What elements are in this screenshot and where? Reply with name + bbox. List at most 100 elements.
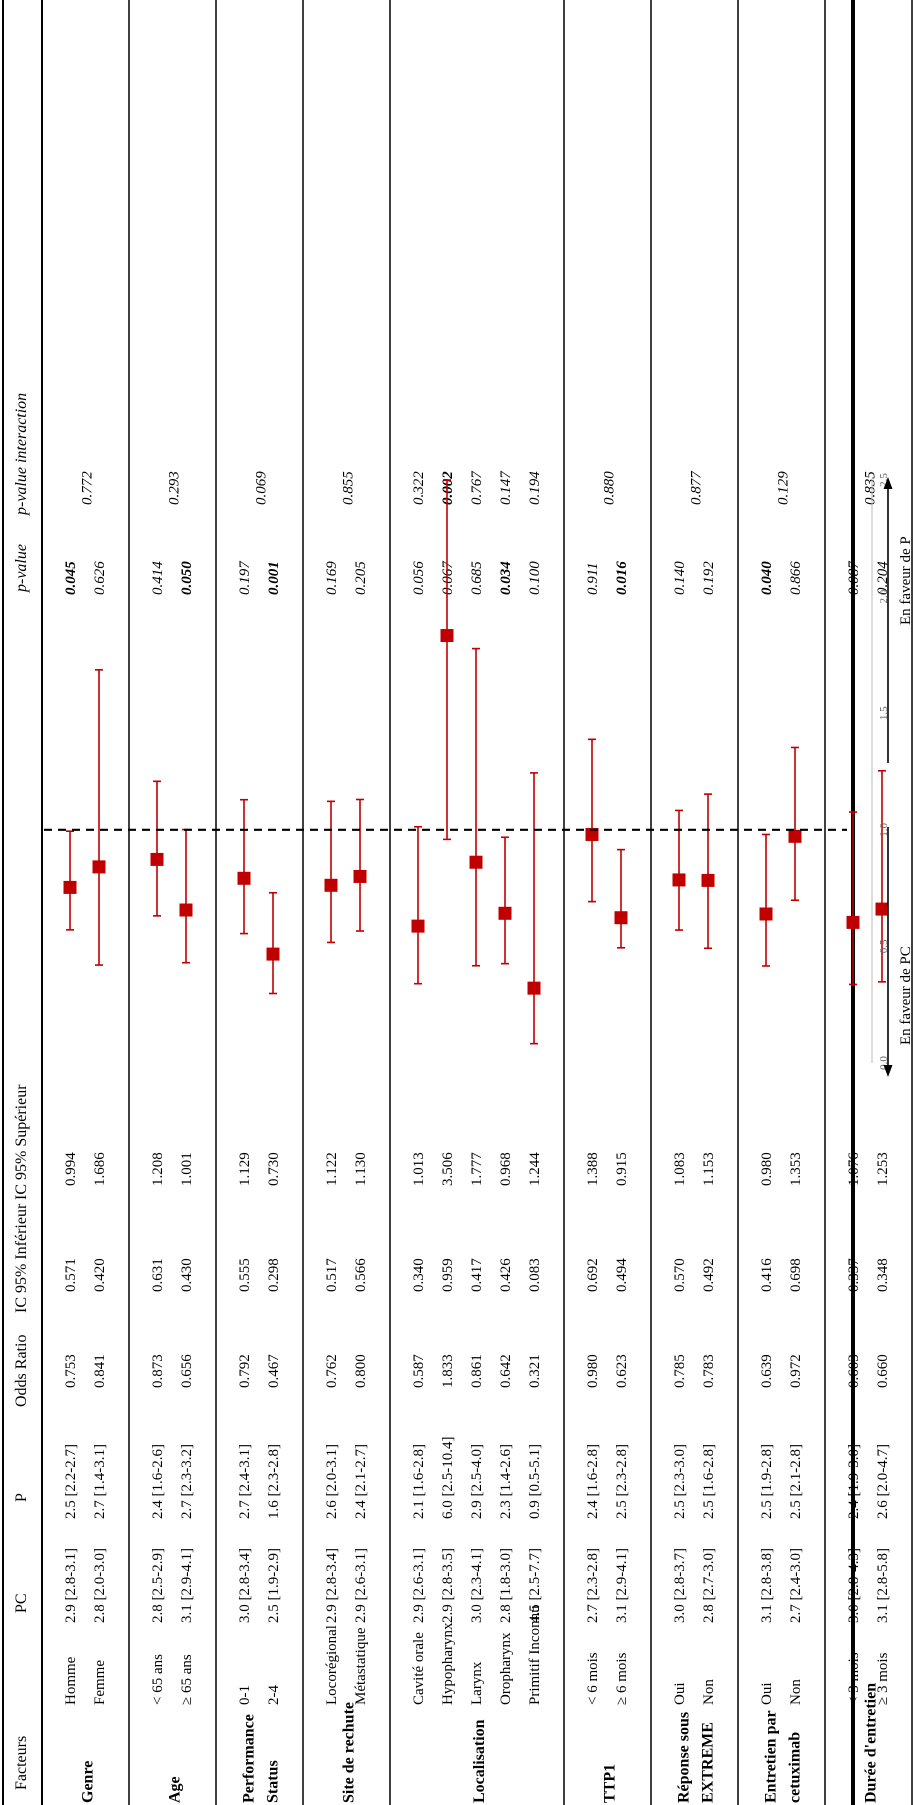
row-p: 2.5 [2.3-2.8] bbox=[614, 1444, 630, 1519]
row-ci-low: 0.083 bbox=[527, 1258, 543, 1292]
row-ci-high: 1.353 bbox=[788, 1152, 804, 1186]
group-label: EXTREME bbox=[700, 1722, 717, 1803]
p-interaction-value: 0.293 bbox=[167, 471, 183, 505]
header-ic-superieur: IC 95% Supérieur bbox=[13, 1084, 30, 1200]
row-ci-low: 0.298 bbox=[266, 1258, 282, 1292]
row-ci-high: 0.730 bbox=[266, 1152, 282, 1186]
row-pc: 2.9 [2.8-3.1] bbox=[63, 1548, 79, 1623]
row-p: 2.5 [2.3-3.0] bbox=[672, 1444, 688, 1519]
row-pc: 2.8 [2.7-3.0] bbox=[701, 1548, 717, 1623]
group-label: Status bbox=[265, 1760, 282, 1803]
row-subgroup: ≥ 6 mois bbox=[614, 1652, 630, 1705]
row-subgroup: < 65 ans bbox=[150, 1654, 166, 1705]
row-ci-low: 0.430 bbox=[179, 1258, 195, 1292]
row-p-value: 0.100 bbox=[527, 561, 543, 595]
row-ci-low: 0.566 bbox=[353, 1258, 369, 1292]
row-odds-ratio: 0.762 bbox=[324, 1354, 340, 1388]
row-ci-low: 0.494 bbox=[614, 1258, 630, 1292]
row-ci-high: 1.253 bbox=[875, 1152, 891, 1186]
row-ci-low: 0.571 bbox=[63, 1258, 79, 1292]
row-subgroup: Locorégional bbox=[324, 1625, 340, 1705]
row-pc: 3.0 [2.8-3.4] bbox=[237, 1548, 253, 1623]
row-pc: 2.8 [2.0-3.0] bbox=[92, 1548, 108, 1623]
odds-ratio-marker bbox=[469, 855, 483, 869]
favour-pc-label: En faveur de PC bbox=[898, 946, 914, 1045]
row-p: 2.4 [2.1-2.7] bbox=[353, 1444, 369, 1519]
row-pc: 2.7 [2.4-3.0] bbox=[788, 1548, 804, 1623]
row-p-interaction: 0.767 bbox=[469, 470, 485, 505]
row-pc: 2.7 [2.3-2.8] bbox=[585, 1548, 601, 1623]
row-ci-high: 1.388 bbox=[585, 1152, 601, 1186]
row-ci-high: 1.001 bbox=[179, 1152, 195, 1186]
p-interaction-value: 0.069 bbox=[254, 471, 270, 505]
group-label: TTP1 bbox=[602, 1764, 619, 1803]
row-p-value: 0.911 bbox=[585, 562, 601, 595]
x-tick-label: 0.5 bbox=[878, 939, 890, 953]
row-p-value: 0.040 bbox=[759, 561, 775, 595]
row-odds-ratio: 0.587 bbox=[411, 1354, 427, 1388]
group-label: Durée d'entretien bbox=[863, 1683, 880, 1803]
row-ci-low: 0.492 bbox=[701, 1258, 717, 1292]
header-pc: PC bbox=[13, 1593, 30, 1613]
row-p-value: 0.056 bbox=[411, 561, 427, 595]
row-pc: 2.9 [2.6-3.1] bbox=[411, 1548, 427, 1623]
p-interaction-value: 0.129 bbox=[776, 471, 792, 505]
odds-ratio-marker bbox=[498, 906, 512, 920]
row-p-interaction: 0.322 bbox=[411, 471, 427, 505]
row-subgroup: Oropharynx bbox=[498, 1632, 514, 1705]
row-odds-ratio: 0.785 bbox=[672, 1354, 688, 1388]
row-subgroup: < 6 mois bbox=[585, 1652, 601, 1705]
row-p-value: 0.067 bbox=[440, 560, 456, 595]
row-p: 2.4 [1.9-3.0] bbox=[846, 1444, 862, 1519]
row-ci-high: 1.076 bbox=[846, 1152, 862, 1186]
header-p-value-interaction: p-value interaction bbox=[13, 393, 30, 516]
row-pc: 4.5 [2.5-7.7] bbox=[527, 1548, 543, 1623]
x-tick-label: 2.0 bbox=[878, 589, 890, 603]
row-pc: 3.1 [2.8-5.8] bbox=[875, 1548, 891, 1623]
row-p-value: 0.626 bbox=[92, 561, 108, 595]
row-subgroup: Oui bbox=[672, 1683, 688, 1706]
group-label: Age bbox=[167, 1776, 184, 1803]
x-tick-label: 1.0 bbox=[878, 822, 890, 836]
odds-ratio-marker bbox=[266, 947, 280, 961]
row-p-value: 0.034 bbox=[498, 561, 514, 595]
row-subgroup: Cavité orale bbox=[411, 1632, 427, 1705]
x-tick-label: 1.5 bbox=[878, 706, 890, 720]
row-p: 2.7 [2.4-3.1] bbox=[237, 1444, 253, 1519]
row-pc: 3.1 [2.8-3.8] bbox=[759, 1548, 775, 1623]
row-odds-ratio: 0.783 bbox=[701, 1354, 717, 1388]
odds-ratio-marker bbox=[701, 873, 715, 887]
row-ci-low: 0.337 bbox=[846, 1258, 862, 1292]
row-odds-ratio: 1.833 bbox=[440, 1354, 456, 1388]
row-ci-high: 1.244 bbox=[527, 1152, 543, 1186]
row-subgroup: < 3 mois bbox=[846, 1652, 862, 1705]
row-p-value: 0.205 bbox=[353, 561, 369, 595]
row-odds-ratio: 0.861 bbox=[469, 1354, 485, 1388]
row-subgroup: Larynx bbox=[469, 1661, 485, 1705]
row-odds-ratio: 0.639 bbox=[759, 1354, 775, 1388]
group-label: Localisation bbox=[471, 1719, 488, 1803]
row-ci-low: 0.631 bbox=[150, 1258, 166, 1292]
row-p: 2.4 [1.6-2.6] bbox=[150, 1444, 166, 1519]
row-p-interaction: 0.147 bbox=[498, 470, 514, 505]
odds-ratio-marker bbox=[875, 902, 889, 916]
row-p-interaction: 0.002 bbox=[440, 471, 456, 505]
row-p-value: 0.866 bbox=[788, 561, 804, 595]
row-p: 2.7 [2.3-3.2] bbox=[179, 1444, 195, 1519]
row-subgroup: Métastatique bbox=[353, 1627, 369, 1705]
row-ci-low: 0.348 bbox=[875, 1258, 891, 1292]
row-ci-high: 1.153 bbox=[701, 1152, 717, 1186]
row-ci-high: 0.968 bbox=[498, 1152, 514, 1186]
row-odds-ratio: 0.623 bbox=[614, 1354, 630, 1388]
header-facteurs: Facteurs bbox=[13, 1736, 30, 1790]
row-odds-ratio: 0.753 bbox=[63, 1354, 79, 1388]
row-ci-low: 0.959 bbox=[440, 1258, 456, 1292]
row-subgroup: 0-1 bbox=[237, 1685, 253, 1705]
row-odds-ratio: 0.972 bbox=[788, 1354, 804, 1388]
odds-ratio-marker bbox=[759, 907, 773, 921]
group-label: Performance bbox=[241, 1714, 258, 1803]
odds-ratio-marker bbox=[92, 860, 106, 874]
row-p-value: 0.197 bbox=[237, 560, 253, 595]
